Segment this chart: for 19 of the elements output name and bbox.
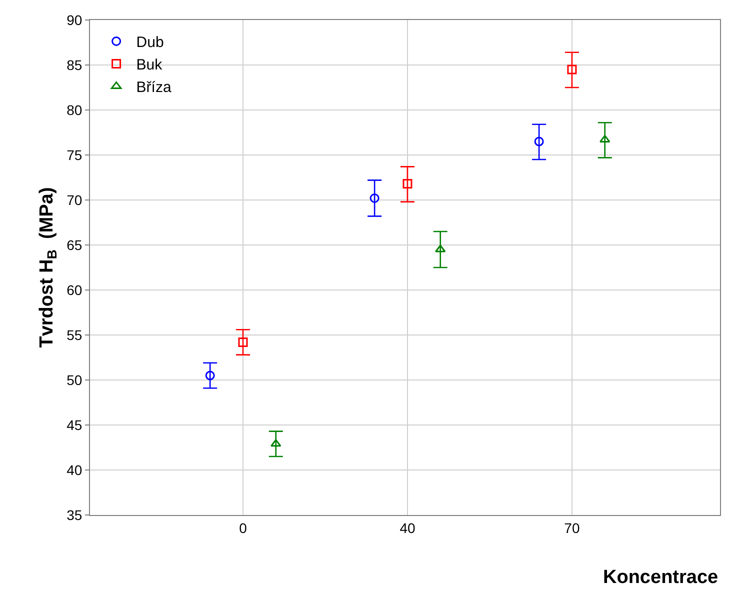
x-tick-label: 0 [239,520,248,536]
y-tick-label: 65 [66,236,82,253]
legend-label: Bříza [136,79,172,96]
y-tick-label: 85 [66,56,82,73]
y-tick-label: 70 [66,192,82,208]
x-axis-title: Koncentrace [603,567,718,588]
y-tick-label: 40 [66,462,82,478]
legend-label: Dub [136,34,164,52]
y-tick-label: 90 [66,12,82,28]
x-tick-label: 40 [400,520,416,536]
legend-label: Buk [136,56,163,74]
y-tick-label: 35 [66,506,82,523]
y-tick-label: 50 [66,372,82,388]
y-tick-label: 55 [66,326,82,343]
y-tick-label: 75 [66,146,82,163]
y-tick-label: 45 [66,416,82,433]
y-tick-label: 60 [66,282,82,298]
y-tick-label: 80 [66,102,82,118]
x-tick-label: 70 [564,520,580,536]
